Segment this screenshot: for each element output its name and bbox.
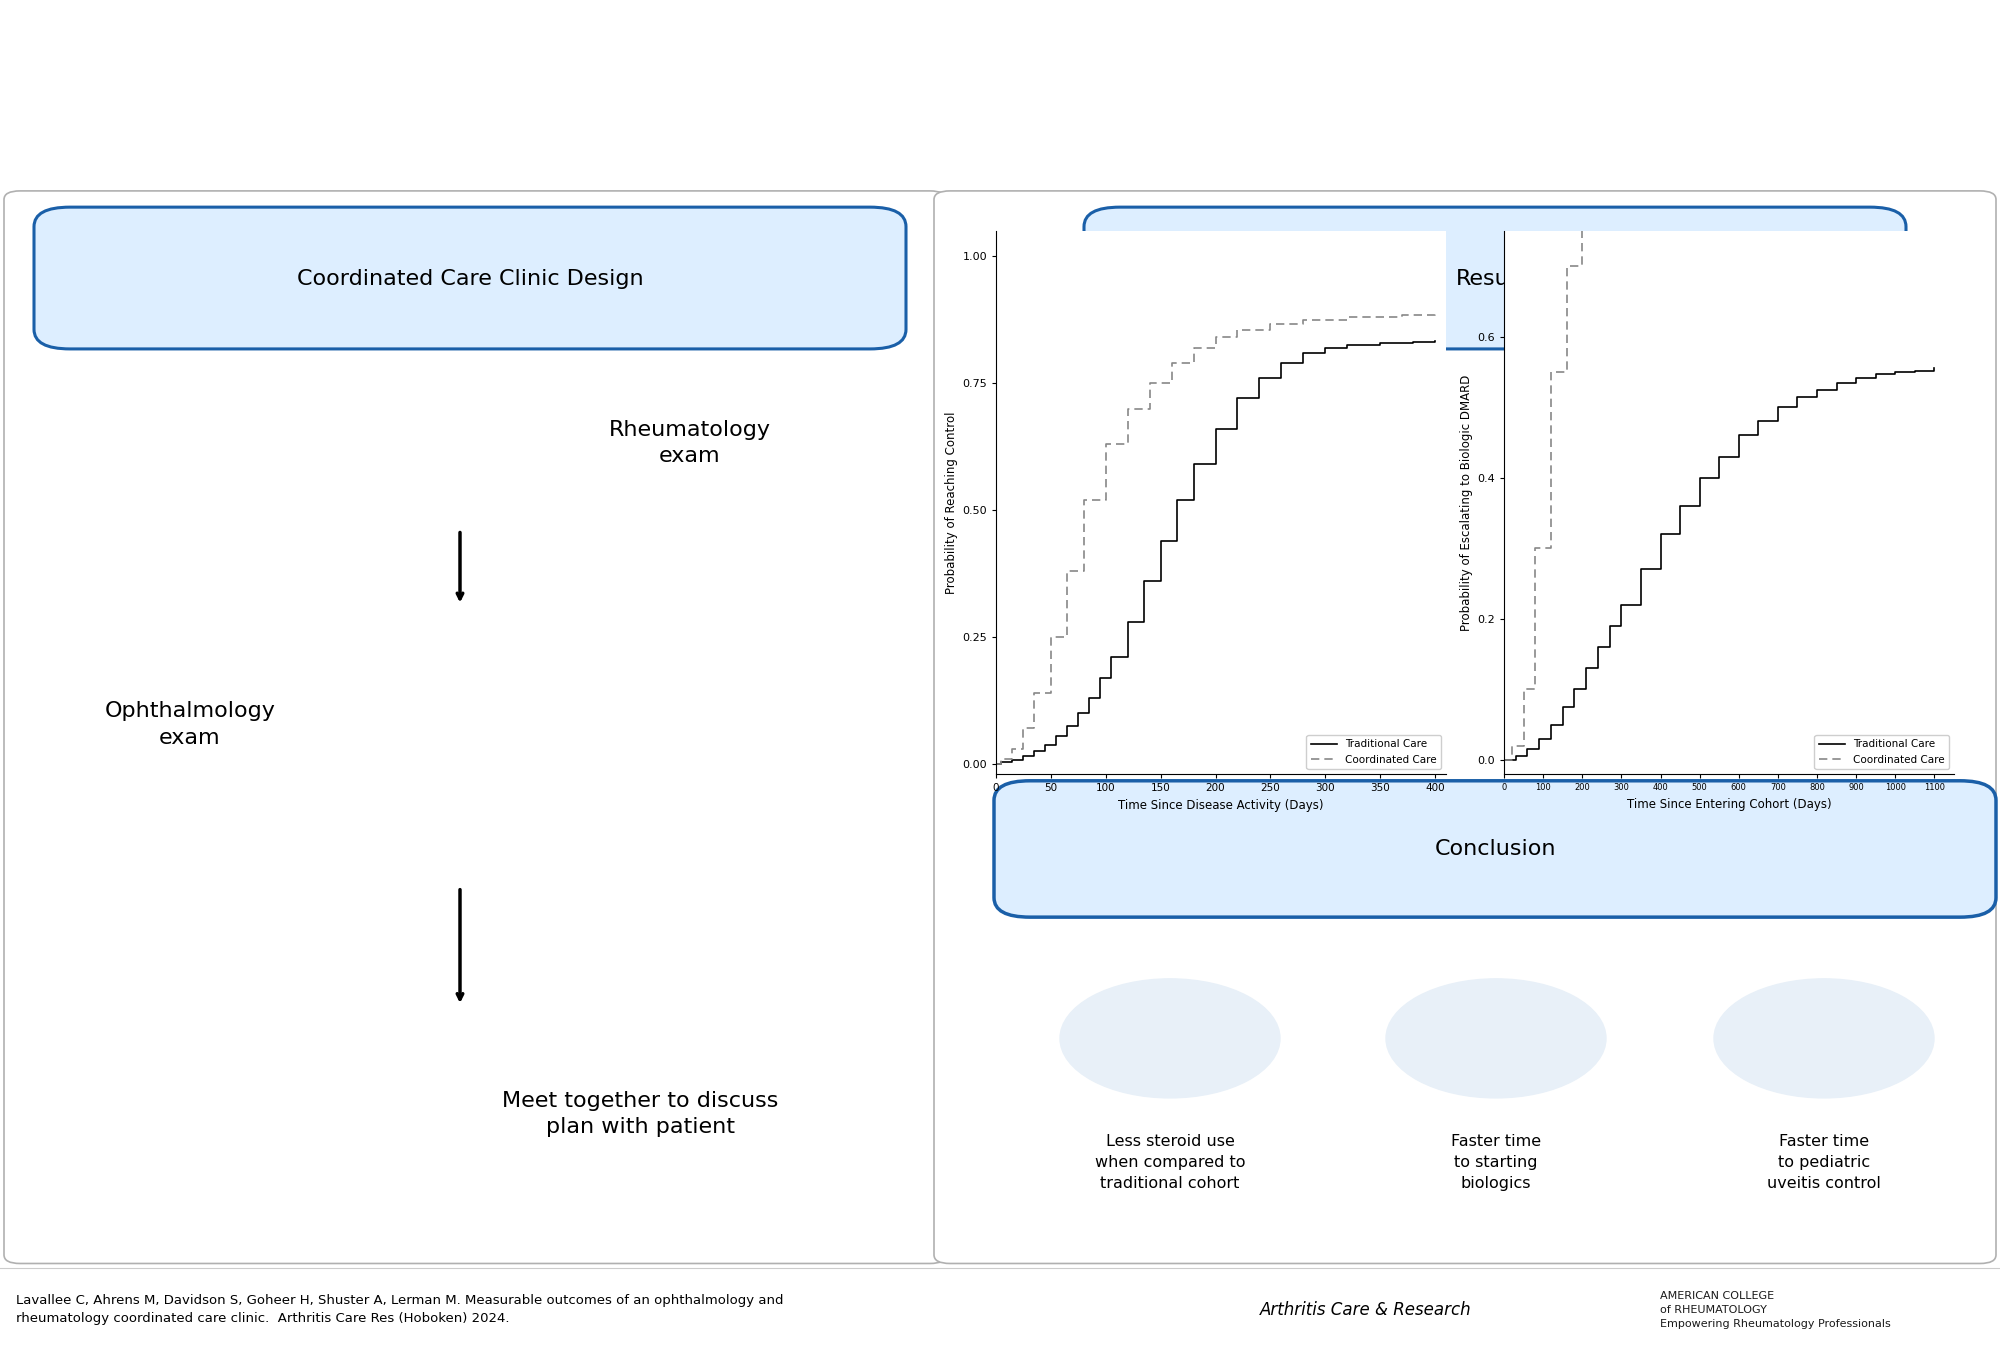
Text: Faster time
to starting
biologics: Faster time to starting biologics: [1450, 1134, 1542, 1191]
Text: Coordinated Care Clinic: Coordinated Care Clinic: [724, 126, 1276, 167]
Circle shape: [1060, 979, 1280, 1097]
Legend: Traditional Care, Coordinated Care: Traditional Care, Coordinated Care: [1814, 735, 1948, 769]
FancyBboxPatch shape: [34, 208, 906, 349]
Legend: Traditional Care, Coordinated Care: Traditional Care, Coordinated Care: [1306, 735, 1440, 769]
Text: AMERICAN COLLEGE
of RHEUMATOLOGY
Empowering Rheumatology Professionals: AMERICAN COLLEGE of RHEUMATOLOGY Empower…: [1660, 1291, 1890, 1329]
Y-axis label: Probability of Reaching Control: Probability of Reaching Control: [946, 411, 958, 593]
X-axis label: Time Since Disease Activity (Days): Time Since Disease Activity (Days): [1118, 799, 1324, 812]
Text: Ophthalmology
exam: Ophthalmology exam: [104, 701, 276, 748]
Text: Rheumatology
exam: Rheumatology exam: [608, 420, 772, 466]
Text: Faster time
to pediatric
uveitis control: Faster time to pediatric uveitis control: [1768, 1134, 1880, 1191]
FancyBboxPatch shape: [934, 191, 1996, 1263]
Circle shape: [1386, 979, 1606, 1097]
Text: Conclusion: Conclusion: [1436, 839, 1556, 860]
FancyBboxPatch shape: [1084, 208, 1906, 349]
Text: Less steroid use
when compared to
traditional cohort: Less steroid use when compared to tradit…: [1094, 1134, 1246, 1191]
Text: Arthritis Care & Research: Arthritis Care & Research: [1260, 1301, 1472, 1319]
FancyBboxPatch shape: [994, 781, 1996, 917]
Text: Results: Results: [1456, 269, 1536, 288]
Text: Coordinated Care Clinic Design: Coordinated Care Clinic Design: [296, 269, 644, 288]
Y-axis label: Probability of Escalating to Biologic DMARD: Probability of Escalating to Biologic DM…: [1460, 375, 1474, 630]
Circle shape: [1714, 979, 1934, 1097]
X-axis label: Time Since Entering Cohort (Days): Time Since Entering Cohort (Days): [1626, 797, 1832, 811]
Text: Lavallee C, Ahrens M, Davidson S, Goheer H, Shuster A, Lerman M. Measurable outc: Lavallee C, Ahrens M, Davidson S, Goheer…: [16, 1294, 784, 1325]
Text: Measurable Outcomes of an Ophthalmology and Rheumatology: Measurable Outcomes of an Ophthalmology …: [258, 56, 1742, 98]
Text: Meet together to discuss
plan with patient: Meet together to discuss plan with patie…: [502, 1090, 778, 1138]
FancyBboxPatch shape: [4, 191, 946, 1263]
